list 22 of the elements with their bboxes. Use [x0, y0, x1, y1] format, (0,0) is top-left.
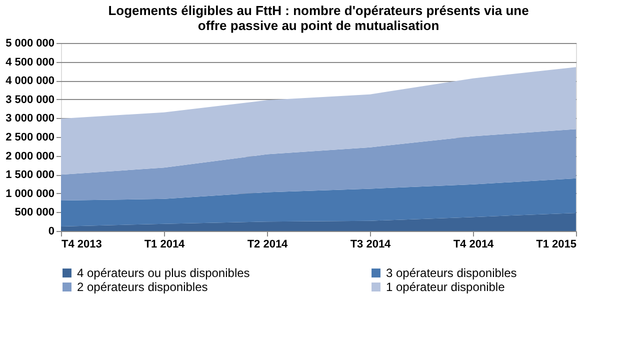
y-tick-label: 500 000 — [14, 206, 54, 219]
y-tick-label: 4 500 000 — [6, 56, 54, 68]
x-tick-label: T4 2013 — [62, 238, 102, 250]
legend-label: 1 opérateur disponible — [386, 280, 506, 294]
legend-label: 3 opérateurs disponibles — [386, 266, 517, 280]
y-tick-label: 2 500 000 — [6, 132, 54, 144]
y-tick-label: 0 — [48, 226, 54, 238]
legend-label: 2 opérateurs disponibles — [77, 280, 208, 294]
y-tick-label: 4 000 000 — [6, 75, 54, 88]
x-tick-label: T1 2014 — [144, 238, 186, 250]
x-tick-label: T1 2015 — [536, 238, 576, 250]
y-tick-label: 2 000 000 — [6, 150, 54, 162]
x-tick-label: T2 2014 — [247, 238, 289, 250]
y-tick-label: 1 500 000 — [6, 169, 54, 182]
y-tick-label: 3 500 000 — [6, 94, 54, 106]
chart-title: Logements éligibles au FttH : nombre d'opérateurs présents via une offre passive au point de mutualisation — [108, 3, 529, 33]
legend-label: 4 opérateurs ou plus disponibles — [77, 266, 250, 280]
x-tick-label: T3 2014 — [350, 238, 392, 250]
y-tick-label: 1 000 000 — [6, 188, 54, 200]
x-tick-label: T4 2014 — [453, 238, 495, 250]
y-tick-label: 5 000 000 — [6, 38, 54, 50]
y-tick-label: 3 000 000 — [6, 112, 54, 125]
